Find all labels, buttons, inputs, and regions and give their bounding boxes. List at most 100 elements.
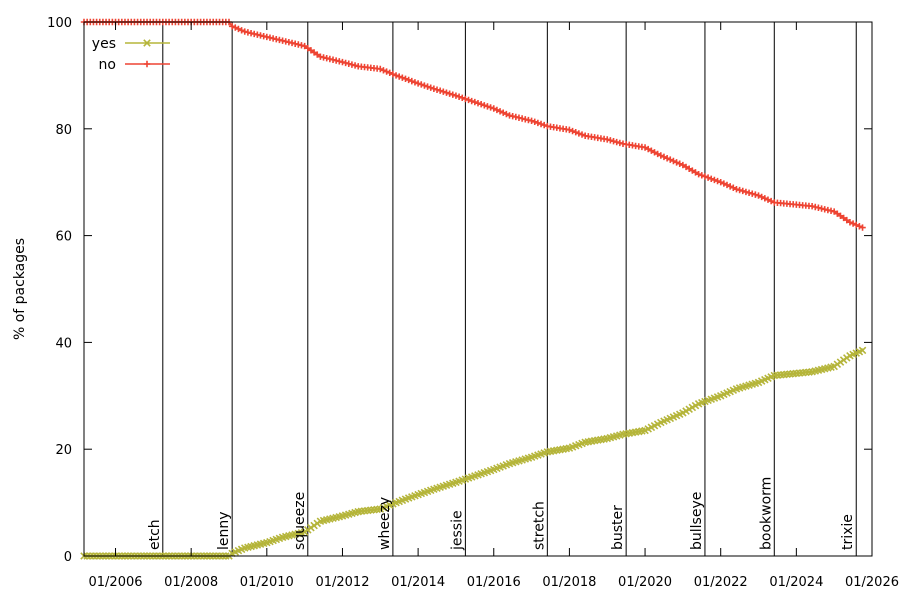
data-point-no xyxy=(481,102,488,109)
data-point-no xyxy=(408,77,416,85)
data-point-no xyxy=(849,220,857,227)
data-point-no xyxy=(459,94,466,102)
data-point-no xyxy=(673,159,680,166)
data-point-no xyxy=(566,126,573,134)
release-lines xyxy=(162,22,857,556)
y-tick-label: 0 xyxy=(64,550,72,565)
y-tick-label: 60 xyxy=(55,230,72,245)
data-point-no xyxy=(235,25,242,33)
data-point-no xyxy=(477,101,485,108)
data-point-no xyxy=(767,197,775,205)
data-point-no xyxy=(613,138,620,146)
data-point-no xyxy=(749,190,756,197)
data-point-no xyxy=(383,68,390,75)
data-point-no xyxy=(660,153,668,161)
data-point-no xyxy=(468,97,475,105)
data-point-no xyxy=(758,193,765,201)
data-point-no xyxy=(667,156,674,163)
x-tick-label: 01/2006 xyxy=(89,575,143,590)
data-point-no xyxy=(698,172,705,179)
data-point-no xyxy=(392,72,400,79)
data-point-no xyxy=(421,82,428,89)
data-point-no xyxy=(739,187,746,195)
release-label-squeeze: squeeze xyxy=(292,492,308,550)
release-label-bookworm: bookworm xyxy=(758,477,774,550)
data-point-no xyxy=(607,137,614,144)
data-point-no xyxy=(575,130,583,137)
data-point-no xyxy=(452,92,460,99)
y-tick-label: 100 xyxy=(47,16,72,31)
data-point-no xyxy=(720,180,728,187)
data-point-no xyxy=(572,129,579,136)
release-labels: etch lenny squeeze wheezy jessie stretch buste… xyxy=(147,477,856,551)
data-point-no xyxy=(853,221,860,229)
legend-marker-yes xyxy=(143,39,151,47)
data-point-no xyxy=(752,191,759,198)
data-point-no xyxy=(471,98,479,106)
data-point-no xyxy=(537,120,545,128)
data-point-no xyxy=(755,192,762,199)
x-tick-label: 01/2012 xyxy=(315,575,369,590)
release-label-stretch: stretch xyxy=(531,501,547,550)
data-point-no xyxy=(708,175,715,182)
plot-frame xyxy=(83,21,873,557)
data-point-no xyxy=(424,83,431,90)
data-point-no xyxy=(730,184,737,191)
data-point-no xyxy=(455,93,463,100)
data-point-no xyxy=(465,96,472,104)
data-point-no xyxy=(430,85,438,92)
legend-label-no: no xyxy=(99,57,116,73)
data-point-no xyxy=(569,127,576,135)
data-point-no xyxy=(493,106,501,114)
data-point-no xyxy=(377,65,384,73)
data-point-no xyxy=(414,80,422,87)
series-yes xyxy=(80,346,867,560)
release-label-wheezy: wheezy xyxy=(377,497,393,550)
series-no xyxy=(80,18,866,231)
data-point-no xyxy=(443,89,450,96)
data-point-no xyxy=(717,179,724,186)
x-tick-label: 01/2008 xyxy=(164,575,218,590)
data-point-no xyxy=(487,104,494,111)
data-point-no xyxy=(446,90,453,97)
data-point-no xyxy=(503,110,510,118)
data-point-no xyxy=(531,118,538,126)
x-tick-label: 01/2014 xyxy=(391,575,445,590)
data-point-no xyxy=(856,223,863,230)
data-point-no xyxy=(736,186,743,194)
y-tick-label: 80 xyxy=(55,123,72,138)
release-label-buster: buster xyxy=(610,505,626,550)
y-axis: 0 20 40 60 80 100 xyxy=(47,16,872,565)
data-point-no xyxy=(714,177,721,185)
series-line-yes xyxy=(84,349,863,557)
data-point-no xyxy=(534,119,542,127)
data-point-no xyxy=(389,70,397,78)
data-point-no xyxy=(427,84,434,91)
data-point-no xyxy=(676,160,683,167)
data-point-no xyxy=(339,58,346,66)
y-tick-label: 40 xyxy=(55,336,72,351)
data-point-no xyxy=(405,76,412,84)
data-point-no xyxy=(604,136,611,143)
data-point-no xyxy=(540,121,548,129)
y-tick-label: 20 xyxy=(55,443,72,458)
data-point-no xyxy=(238,27,245,34)
data-point-no xyxy=(380,67,387,74)
data-point-no xyxy=(528,117,535,124)
data-point-no xyxy=(411,79,419,86)
data-point-yes xyxy=(858,346,867,355)
data-point-no xyxy=(701,173,709,180)
data-point-no xyxy=(726,183,734,190)
data-point-no xyxy=(711,176,718,184)
data-point-no xyxy=(348,61,356,68)
x-tick-label: 01/2024 xyxy=(769,575,823,590)
data-point-no xyxy=(745,189,753,197)
x-axis: 01/2006 01/2008 01/2010 01/2012 01/2014 01/20… xyxy=(89,22,899,590)
data-point-no xyxy=(859,224,866,231)
data-point-no xyxy=(616,139,624,147)
x-tick-label: 01/2026 xyxy=(845,575,899,590)
legend-marker-no xyxy=(143,60,151,68)
data-point-no xyxy=(733,185,740,193)
data-point-no xyxy=(500,109,507,116)
x-tick-label: 01/2016 xyxy=(467,575,521,590)
